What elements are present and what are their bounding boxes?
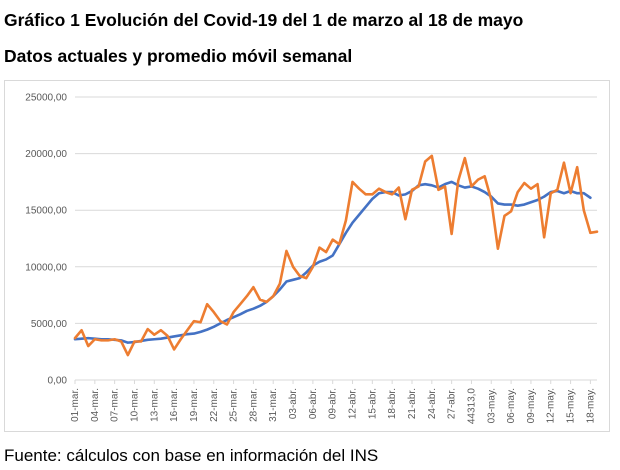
x-tick-label: 03-abr.	[288, 388, 299, 419]
x-tick-label: 12-abr.	[348, 388, 359, 419]
x-tick-label: 06-abr.	[308, 388, 319, 419]
y-tick-label: 0,00	[48, 376, 68, 387]
x-tick-label: 01-mar.	[70, 388, 81, 422]
x-tick-label: 25-mar.	[229, 388, 240, 422]
x-tick-label: 31-mar.	[268, 388, 279, 422]
x-tick-label: 07-mar.	[110, 388, 121, 422]
x-tick-label: 22-mar.	[209, 388, 220, 422]
series-line-moving-average	[73, 180, 592, 344]
x-tick-label: 09-abr.	[328, 388, 339, 419]
y-tick-label: 10000,00	[25, 262, 67, 273]
x-tick-label: 27-abr.	[447, 388, 458, 419]
x-tick-label: 15-may.	[566, 388, 577, 423]
x-tick-label: 06-may.	[506, 388, 517, 423]
x-tick-label: 10-mar.	[129, 388, 140, 422]
x-tick-label: 19-mar.	[189, 388, 200, 422]
x-tick-label: 44313,0	[466, 388, 477, 425]
y-tick-label: 15000,00	[25, 206, 67, 217]
source-note: Fuente: cálculos con base en información…	[4, 446, 379, 465]
chart-subtitle: Datos actuales y promedio móvil semanal	[4, 46, 353, 66]
chart-area: 0,00 5000,00 10000,00 15000,00 20000,00 25000…	[4, 80, 610, 432]
x-tick-label: 21-abr.	[407, 388, 418, 419]
x-tick-label: 18-abr.	[387, 388, 398, 419]
x-tick-label: 16-mar.	[169, 388, 180, 422]
x-tick-label: 09-may.	[526, 388, 537, 423]
x-tick-label: 12-may.	[546, 388, 557, 423]
x-tick-label: 04-mar.	[90, 388, 101, 422]
y-tick-label: 5000,00	[31, 319, 68, 330]
x-tick-label: 15-abr.	[367, 388, 378, 419]
x-tick-label: 18-may.	[585, 388, 596, 423]
series-line-actual	[73, 154, 599, 357]
chart-title: Gráfico 1 Evolución del Covid-19 del 1 d…	[4, 10, 524, 30]
line-chart: 0,00 5000,00 10000,00 15000,00 20000,00 25000…	[25, 93, 599, 425]
x-tick-label: 28-mar.	[248, 388, 259, 422]
x-tick-label: 13-mar.	[149, 388, 160, 422]
y-tick-label: 25000,00	[25, 93, 67, 104]
x-tick-label: 24-abr.	[427, 388, 438, 419]
x-tick-label: 03-may.	[486, 388, 497, 423]
y-tick-label: 20000,00	[25, 149, 67, 160]
